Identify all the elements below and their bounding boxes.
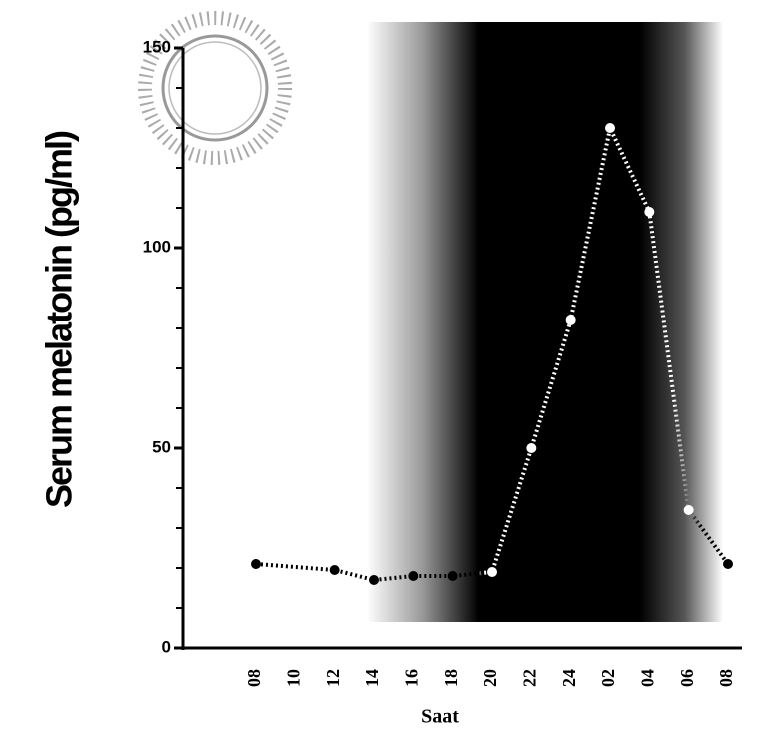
data-line: [255, 121, 730, 583]
x-axis-label: Saat: [421, 706, 459, 728]
data-point: [408, 571, 419, 581]
x-tick-label: 24: [559, 669, 579, 687]
data-point: [723, 559, 733, 569]
data-point: [329, 565, 340, 575]
y-tick-label: 100: [143, 237, 171, 256]
x-tick-label: 02: [598, 669, 618, 687]
x-tick-label: 06: [677, 669, 697, 687]
sun-icon: [138, 11, 292, 165]
data-point: [683, 505, 694, 515]
data-point: [565, 315, 576, 325]
x-tick-label: 08: [716, 669, 736, 687]
x-tick-label: 04: [637, 669, 657, 687]
data-point: [644, 207, 655, 217]
y-tick-label: 50: [152, 437, 171, 456]
x-tick-label: 14: [362, 669, 382, 687]
x-tick-label: 08: [244, 669, 264, 687]
data-point: [487, 567, 497, 577]
x-tick-label: 20: [480, 669, 500, 687]
y-axis-label: Serum melatonin (pg/ml): [39, 131, 80, 508]
y-tick-label: 150: [143, 37, 171, 56]
x-tick-label: 10: [283, 669, 303, 687]
data-point: [251, 559, 261, 569]
x-tick-label: 12: [323, 669, 343, 687]
day-night-background: [183, 22, 740, 622]
data-point: [526, 443, 537, 453]
x-tick-label: 22: [519, 669, 539, 687]
x-tick-label: 18: [441, 669, 461, 687]
x-tick-label: 16: [401, 669, 421, 687]
y-tick-label: 0: [162, 637, 171, 656]
data-point: [447, 571, 458, 581]
data-point: [605, 123, 615, 133]
data-point: [369, 575, 379, 585]
